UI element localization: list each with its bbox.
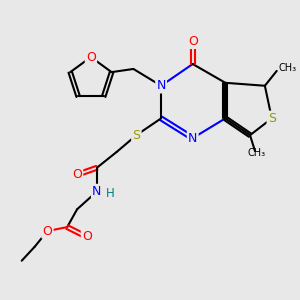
Text: N: N — [92, 185, 101, 198]
Text: O: O — [188, 35, 198, 48]
Text: N: N — [156, 79, 166, 92]
Text: CH₃: CH₃ — [279, 63, 297, 73]
Text: S: S — [132, 129, 140, 142]
Text: CH₃: CH₃ — [248, 148, 266, 158]
Text: N: N — [188, 132, 197, 145]
Text: O: O — [82, 230, 92, 244]
Text: O: O — [72, 168, 82, 181]
Text: O: O — [86, 51, 96, 64]
Text: H: H — [106, 187, 115, 200]
Text: O: O — [43, 224, 52, 238]
Text: S: S — [268, 112, 276, 125]
